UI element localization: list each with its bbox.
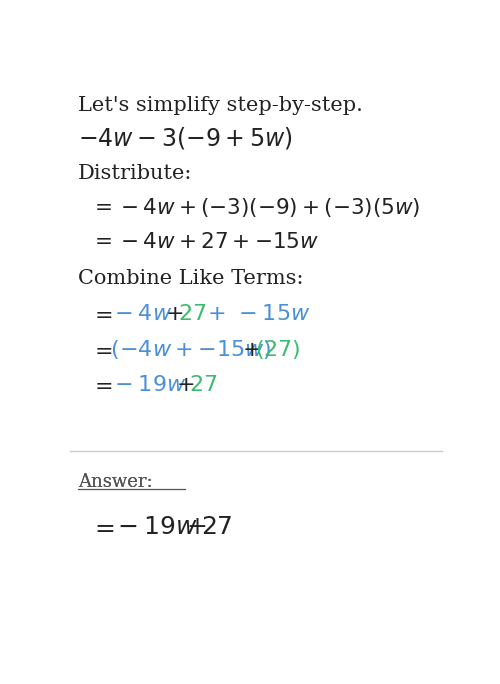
Text: $=$: $=$ <box>90 304 112 324</box>
Text: $\,+\,$: $\,+\,$ <box>158 304 184 324</box>
Text: $\,+\,$: $\,+\,$ <box>168 376 195 395</box>
Text: Distribute:: Distribute: <box>78 164 192 183</box>
Text: $27$: $27$ <box>189 376 218 395</box>
Text: $27$: $27$ <box>178 304 206 324</box>
Text: $\,-19w$: $\,-19w$ <box>107 376 186 395</box>
Text: $\,(-4w + {-}15w)$: $\,(-4w + {-}15w)$ <box>107 338 272 361</box>
Text: $\,-4w$: $\,-4w$ <box>107 304 172 324</box>
Text: $27$: $27$ <box>200 515 232 539</box>
Text: $-4w - 3(-9 + 5w)$: $-4w - 3(-9 + 5w)$ <box>78 125 292 151</box>
Text: Let's simplify step-by-step.: Let's simplify step-by-step. <box>78 96 363 116</box>
Text: $=$: $=$ <box>90 340 112 360</box>
Text: Answer:: Answer: <box>78 473 152 491</box>
Text: $= -4w + 27 + {-}15w$: $= -4w + 27 + {-}15w$ <box>90 232 319 252</box>
Text: $= -4w + (-3)(-9) + (-3)(5w)$: $= -4w + (-3)(-9) + (-3)(5w)$ <box>90 196 420 219</box>
Text: $(27)$: $(27)$ <box>255 338 300 361</box>
Text: $\,+\,$: $\,+\,$ <box>178 515 208 539</box>
Text: $\,-19w$: $\,-19w$ <box>109 515 198 539</box>
Text: $\,+\,-15w$: $\,+\,-15w$ <box>200 304 310 324</box>
Text: Combine Like Terms:: Combine Like Terms: <box>78 269 304 287</box>
Text: Answer:: Answer: <box>78 473 152 491</box>
Text: $=$: $=$ <box>90 515 114 539</box>
Text: $\,+\,$: $\,+\,$ <box>234 340 261 360</box>
Text: $=$: $=$ <box>90 376 112 395</box>
